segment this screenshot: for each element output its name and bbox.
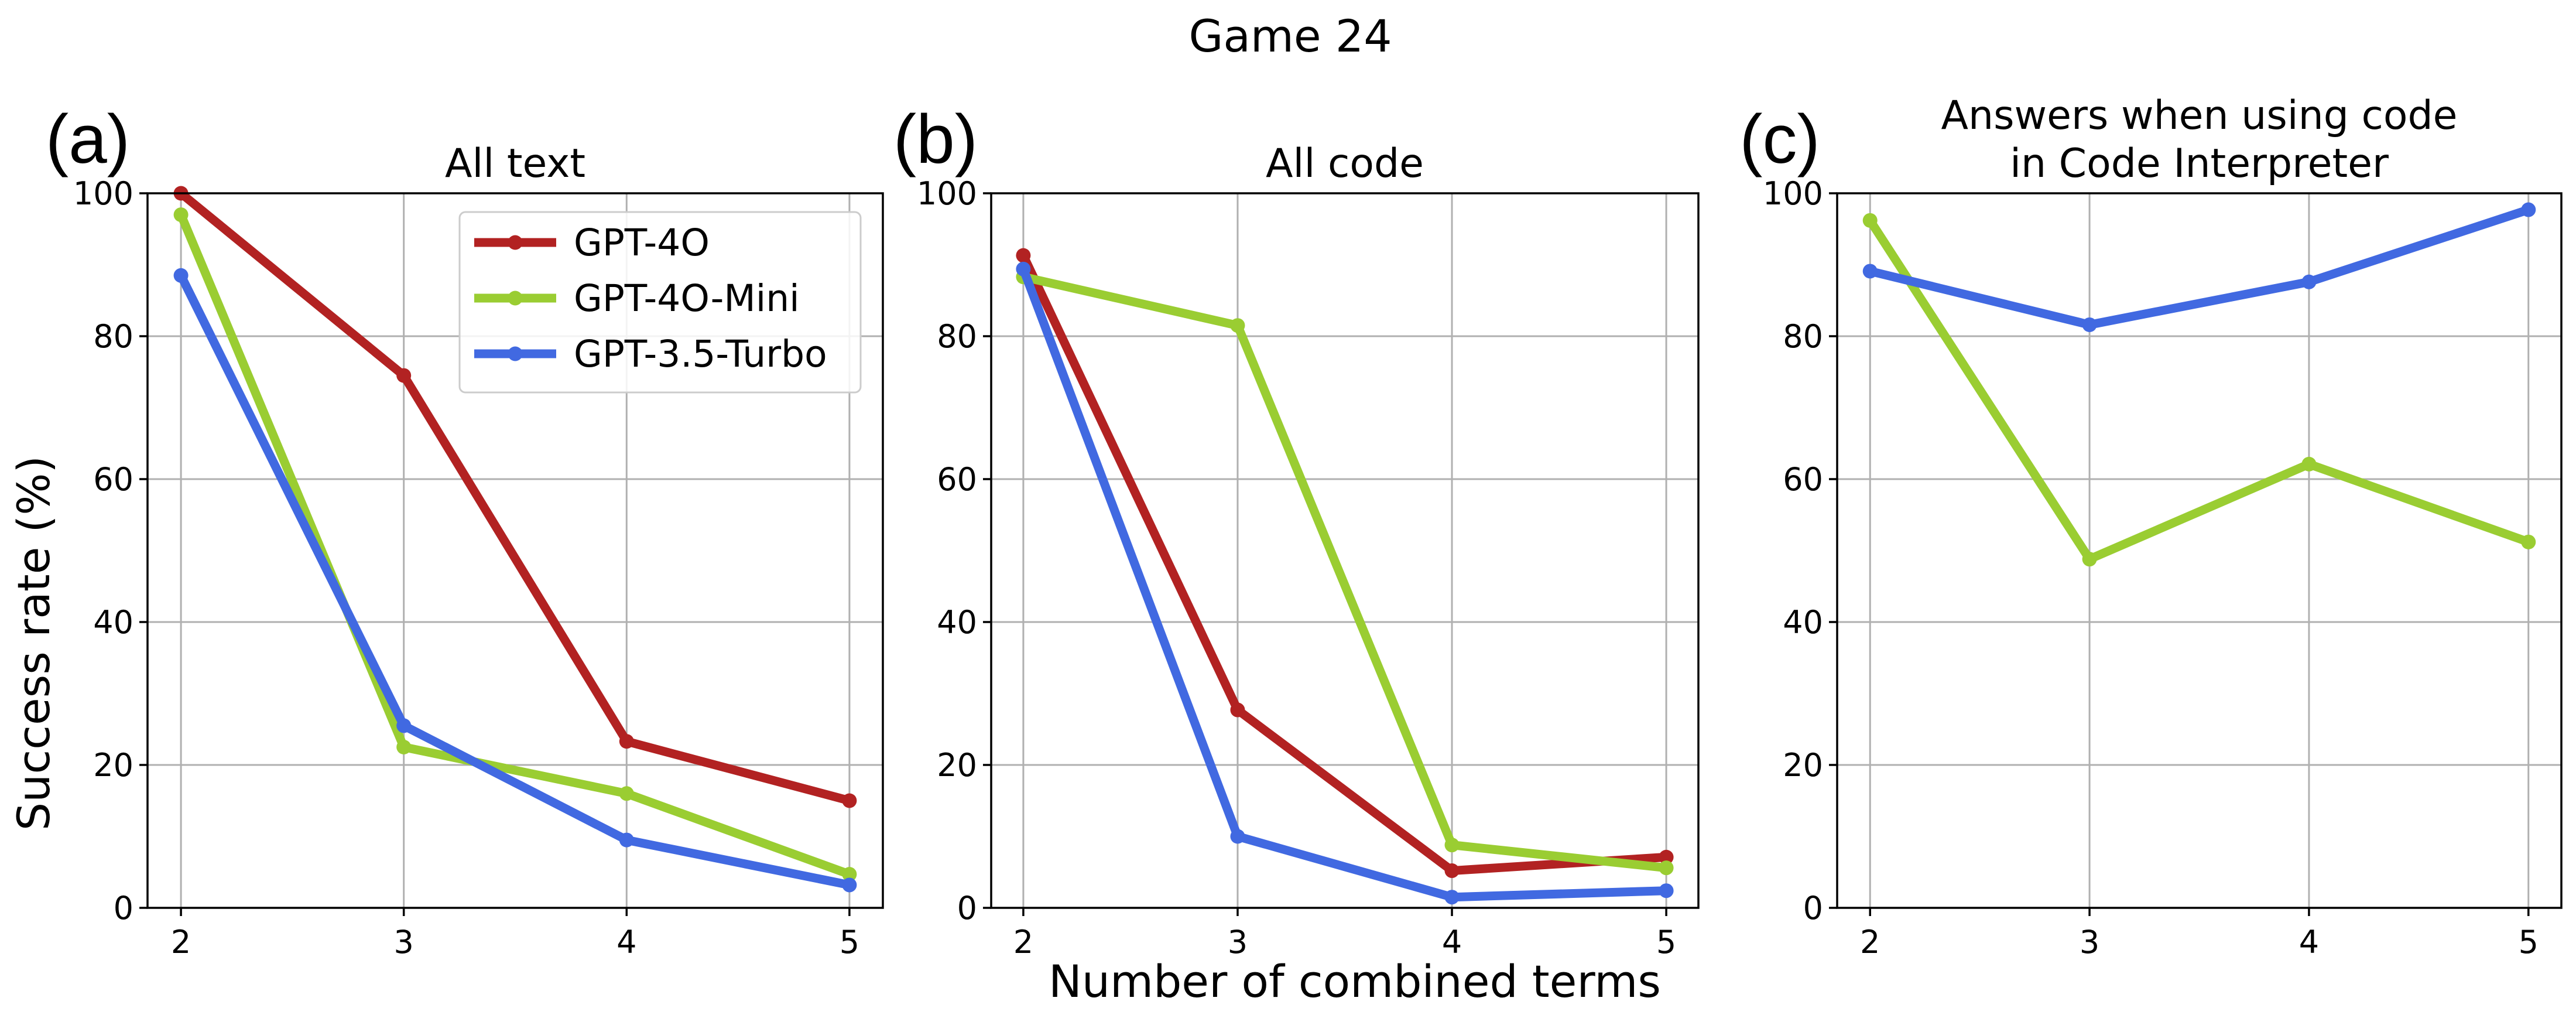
x-tick-label: 3 bbox=[1228, 924, 1248, 961]
y-tick-label: 0 bbox=[957, 890, 977, 927]
data-point-series-3 bbox=[1230, 829, 1245, 844]
y-tick-label: 100 bbox=[73, 175, 133, 212]
y-tick-label: 40 bbox=[937, 604, 977, 641]
data-point-series-1 bbox=[1862, 213, 1878, 228]
figure-title: Game 24 bbox=[1188, 10, 1392, 62]
data-point-series-1 bbox=[1444, 863, 1460, 879]
data-point-series-2 bbox=[2301, 274, 2317, 289]
legend-label: GPT-3.5-Turbo bbox=[574, 333, 827, 375]
y-tick-label: 60 bbox=[937, 461, 977, 498]
chart-panel-1: 0 20 40 60 80 100 2 3 4 5 All text (a) GPT-4O GPT-4O-… bbox=[46, 101, 884, 961]
y-tick-label: 0 bbox=[1803, 890, 1823, 927]
x-tick-label: 4 bbox=[1442, 924, 1462, 961]
x-tick-label: 5 bbox=[2519, 924, 2539, 961]
x-tick-label: 3 bbox=[2080, 924, 2099, 961]
y-tick-label: 20 bbox=[937, 747, 977, 784]
series-line-series-1 bbox=[1865, 216, 2533, 564]
data-point-series-2 bbox=[2521, 202, 2536, 217]
series-line-series-2 bbox=[1865, 205, 2533, 329]
legend-swatch-marker bbox=[508, 291, 523, 306]
plot-frame bbox=[1836, 192, 2563, 909]
panel-letter: (c) bbox=[1739, 101, 1820, 178]
data-point-series-3 bbox=[1016, 261, 1031, 276]
data-point-series-1 bbox=[1659, 849, 1674, 865]
x-tick-label: 2 bbox=[1860, 924, 1880, 961]
panel-title: in Code Interpreter bbox=[2010, 141, 2389, 187]
chart-panel-2: 0 20 40 60 80 100 2 3 4 5 All code (b) bbox=[893, 101, 1700, 961]
panel-title: Answers when using code bbox=[1941, 93, 2457, 139]
x-tick-label: 2 bbox=[171, 924, 191, 961]
data-point-gpt-4o-mini bbox=[396, 740, 412, 754]
data-point-gpt-3-5-turbo bbox=[396, 718, 412, 733]
panel-letter: (b) bbox=[893, 101, 978, 178]
panel-title: All text bbox=[445, 141, 585, 187]
x-tick-label: 2 bbox=[1013, 924, 1033, 961]
y-tick-label: 60 bbox=[1783, 461, 1823, 498]
data-point-gpt-3-5-turbo bbox=[173, 268, 189, 283]
series-line-gpt-4o-mini bbox=[176, 210, 854, 879]
data-point-gpt-4o-mini bbox=[173, 207, 189, 223]
y-tick-label: 40 bbox=[1783, 604, 1823, 641]
y-tick-label: 0 bbox=[114, 890, 133, 927]
x-axis-label: Number of combined terms bbox=[1049, 955, 1661, 1007]
x-tick-label: 4 bbox=[616, 924, 636, 961]
series-line-gpt-3-5-turbo bbox=[176, 271, 854, 890]
data-point-series-3 bbox=[1659, 883, 1674, 898]
data-point-gpt-4o-mini bbox=[842, 867, 857, 882]
legend-label: GPT-4O-Mini bbox=[574, 277, 800, 320]
data-point-series-2 bbox=[1230, 318, 1245, 333]
y-tick-label: 40 bbox=[93, 604, 133, 641]
plot-frame bbox=[990, 192, 1700, 909]
series-line-series-3 bbox=[1019, 264, 1671, 902]
legend-box bbox=[458, 211, 862, 394]
data-point-series-1 bbox=[2301, 456, 2317, 472]
data-point-gpt-4o bbox=[842, 793, 857, 808]
y-tick-label: 80 bbox=[93, 318, 133, 355]
data-point-series-2 bbox=[1659, 860, 1674, 876]
data-point-gpt-4o-mini bbox=[619, 786, 634, 801]
y-tick-label: 20 bbox=[93, 747, 133, 784]
data-point-series-2 bbox=[2082, 317, 2097, 332]
x-tick-label: 3 bbox=[394, 924, 414, 961]
panel-title: All code bbox=[1266, 141, 1424, 187]
y-tick-label: 100 bbox=[917, 175, 977, 212]
data-point-series-2 bbox=[1862, 264, 1878, 279]
y-tick-label: 80 bbox=[1783, 318, 1823, 355]
data-point-series-3 bbox=[1444, 890, 1460, 905]
y-tick-label: 100 bbox=[1763, 175, 1823, 212]
x-tick-label: 4 bbox=[2299, 924, 2319, 961]
data-point-series-1 bbox=[1230, 702, 1245, 718]
x-tick-label: 5 bbox=[840, 924, 859, 961]
plot-frame bbox=[146, 192, 884, 909]
series-line-series-2 bbox=[1019, 272, 1671, 873]
data-point-series-1 bbox=[1016, 248, 1031, 263]
data-point-gpt-3-5-turbo bbox=[842, 877, 857, 893]
x-tick-label: 5 bbox=[1656, 924, 1676, 961]
series-line-series-1 bbox=[1019, 251, 1671, 876]
legend-swatch-marker bbox=[508, 346, 523, 361]
legend-swatch-marker bbox=[508, 235, 523, 250]
y-axis-label: Success rate (%) bbox=[8, 456, 60, 831]
chart-panel-3: 0 20 40 60 80 100 2 3 4 5 Answers when using codei… bbox=[1739, 93, 2563, 961]
panel-letter: (a) bbox=[46, 101, 130, 178]
data-point-series-1 bbox=[2521, 534, 2536, 549]
data-point-gpt-4o bbox=[619, 734, 634, 749]
y-tick-label: 80 bbox=[937, 318, 977, 355]
legend-label: GPT-4O bbox=[574, 221, 710, 264]
series-line-gpt-4o bbox=[176, 189, 854, 805]
y-tick-label: 20 bbox=[1783, 747, 1823, 784]
data-point-gpt-4o bbox=[396, 368, 412, 383]
data-point-series-1 bbox=[2082, 552, 2097, 567]
y-tick-label: 60 bbox=[93, 461, 133, 498]
data-point-series-2 bbox=[1444, 838, 1460, 853]
data-point-gpt-3-5-turbo bbox=[619, 832, 634, 848]
